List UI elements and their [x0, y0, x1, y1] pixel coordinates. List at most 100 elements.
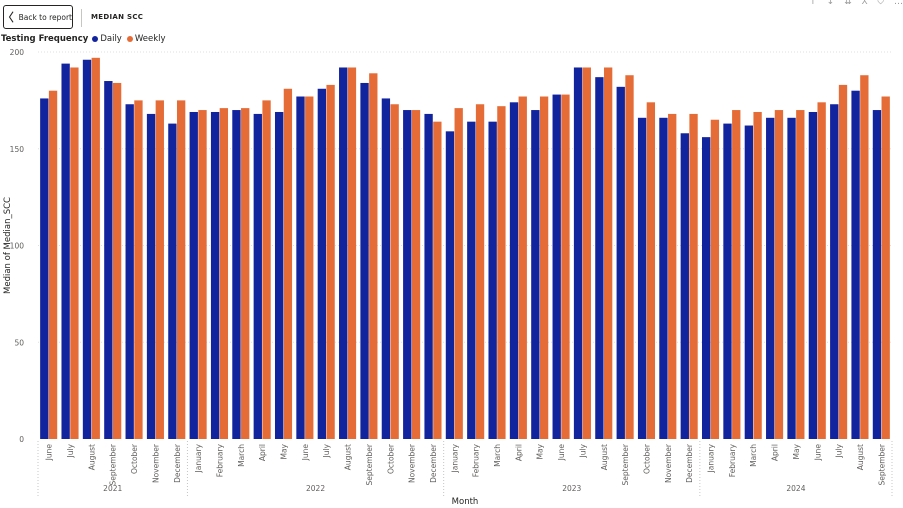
x-tick-label: October	[642, 443, 651, 474]
x-axis-title: Month	[452, 497, 479, 507]
bar-weekly-38	[838, 84, 848, 440]
bar-daily-36	[787, 117, 796, 439]
bar-weekly-5	[134, 100, 143, 439]
bar-daily-39	[851, 90, 860, 439]
bar-daily-19	[424, 113, 433, 440]
bar-weekly-8	[198, 110, 207, 440]
bar-daily-21	[467, 121, 476, 439]
x-year-label: 2023	[562, 484, 581, 493]
bar-weekly-37	[817, 102, 826, 439]
bar-daily-15	[339, 67, 348, 439]
bar-daily-29	[637, 117, 647, 439]
x-tick-label: October	[130, 443, 139, 474]
chart-legend: Testing Frequency Daily Weekly	[1, 34, 171, 44]
bar-daily-10	[232, 110, 241, 440]
arrow-up-icon[interactable]: ↑	[809, 0, 817, 7]
bar-daily-2	[61, 63, 70, 440]
bar-weekly-35	[774, 110, 784, 440]
legend-item-weekly[interactable]: Weekly	[126, 34, 166, 44]
bar-weekly-19	[433, 121, 442, 439]
bar-daily-33	[723, 123, 732, 439]
bar-daily-12	[274, 111, 284, 440]
header-separator	[81, 9, 82, 27]
bar-weekly-15	[347, 67, 357, 439]
x-tick-label: January	[450, 443, 459, 473]
x-tick-label: December	[429, 443, 438, 483]
x-tick-label: November	[151, 443, 160, 483]
bar-daily-37	[808, 111, 818, 440]
visual-header-icons: ↑ ↓ ⇊ ⅄ ⛉ …	[809, 0, 903, 8]
bar-weekly-3	[91, 57, 100, 440]
bar-daily-9	[210, 111, 220, 440]
y-tick-label: 50	[14, 338, 24, 347]
bar-weekly-17	[390, 104, 399, 440]
legend-item-daily[interactable]: Daily	[92, 34, 122, 44]
x-tick-label: October	[386, 443, 395, 474]
bar-weekly-24	[539, 96, 549, 439]
x-tick-label: September	[365, 443, 374, 485]
bar-weekly-39	[860, 75, 869, 439]
x-tick-label: June	[557, 444, 566, 462]
bar-daily-22	[488, 121, 497, 439]
bar-weekly-34	[753, 111, 762, 440]
bar-daily-14	[317, 88, 327, 439]
bar-daily-34	[744, 125, 754, 439]
bar-weekly-21	[475, 104, 485, 440]
arrow-down-icon[interactable]: ↓	[826, 0, 835, 7]
bar-weekly-25	[561, 94, 570, 439]
x-tick-label: April	[258, 444, 267, 461]
bar-daily-3	[82, 59, 92, 440]
bar-weekly-27	[603, 67, 613, 439]
filter-icon[interactable]: ⛉	[877, 0, 884, 7]
bar-weekly-23	[518, 96, 527, 439]
x-tick-label: April	[771, 444, 780, 461]
x-tick-label: September	[621, 443, 630, 485]
x-tick-label: July	[322, 443, 331, 458]
bar-daily-25	[552, 94, 561, 439]
bar-daily-13	[296, 96, 305, 439]
bar-weekly-20	[454, 108, 463, 440]
bar-daily-40	[872, 110, 882, 440]
x-tick-label: March	[237, 444, 246, 467]
page-title: MEDIAN SCC	[91, 13, 144, 21]
bar-daily-5	[125, 104, 134, 440]
bar-weekly-29	[646, 102, 656, 439]
x-tick-label: January	[707, 443, 716, 473]
legend-dot-weekly	[126, 36, 133, 42]
x-tick-label: November	[664, 443, 673, 483]
bar-daily-4	[104, 81, 113, 440]
y-tick-label: 200	[10, 48, 25, 57]
drill-icon[interactable]: ⅄	[861, 0, 868, 7]
bar-daily-35	[766, 117, 775, 439]
x-tick-label: January	[194, 443, 203, 473]
x-tick-label: May	[280, 443, 289, 459]
bar-daily-16	[360, 82, 369, 440]
more-options-icon[interactable]: …	[894, 0, 903, 7]
bar-weekly-10	[241, 108, 250, 440]
legend-title: Testing Frequency	[1, 34, 89, 44]
y-tick-label: 100	[10, 242, 25, 251]
bar-daily-1	[40, 98, 49, 439]
bar-weekly-12	[283, 88, 293, 439]
x-tick-label: February	[215, 443, 224, 477]
chevron-left-icon	[8, 11, 14, 23]
bar-weekly-6	[155, 100, 164, 439]
x-tick-label: June	[813, 444, 822, 462]
x-tick-label: September	[109, 443, 118, 485]
x-tick-label: March	[749, 444, 758, 467]
bar-daily-6	[146, 113, 156, 440]
bar-daily-27	[595, 77, 604, 439]
x-tick-label: April	[514, 444, 523, 461]
x-tick-label: September	[877, 443, 886, 485]
expand-down-icon[interactable]: ⇊	[844, 0, 852, 7]
legend-label-weekly: Weekly	[134, 34, 166, 44]
bar-weekly-31	[689, 113, 698, 440]
x-tick-label: December	[685, 443, 694, 483]
back-to-report-button[interactable]: Back to report	[3, 5, 73, 29]
bar-weekly-4	[112, 82, 122, 440]
x-tick-label: May	[536, 443, 545, 459]
bar-daily-30	[659, 117, 668, 439]
bar-weekly-32	[710, 119, 720, 439]
back-to-report-label: Back to report	[18, 12, 72, 22]
